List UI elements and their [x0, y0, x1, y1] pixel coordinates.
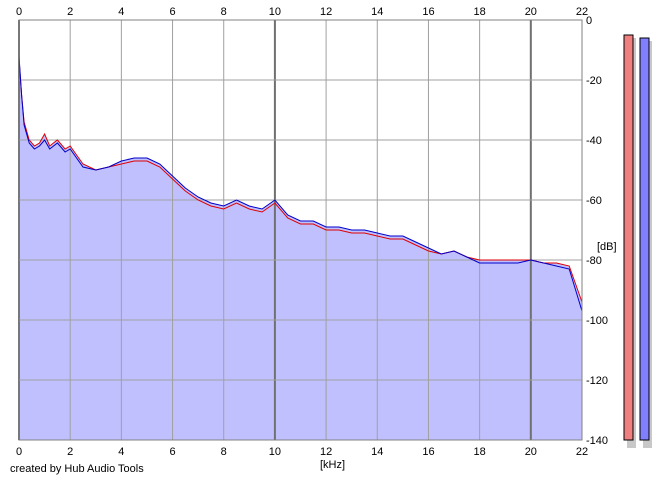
x-tick-label-top: 22 — [576, 6, 588, 18]
series-line-right — [18, 55, 583, 312]
spectrum-fill — [19, 56, 582, 440]
x-tick-label-top: 0 — [16, 6, 22, 18]
x-tick-label-top: 12 — [320, 6, 332, 18]
x-tick-label-top: 20 — [525, 6, 537, 18]
y-tick-label: -120 — [586, 375, 608, 387]
series-line-left — [18, 58, 583, 303]
x-tick-label-bottom: 8 — [221, 446, 227, 458]
x-tick-label-bottom: 10 — [269, 446, 281, 458]
x-tick-label-bottom: 16 — [422, 446, 434, 458]
plot-frame — [18, 19, 583, 441]
x-tick-label-top: 2 — [67, 6, 73, 18]
x-tick-label-bottom: 2 — [67, 446, 73, 458]
y-tick-label: -100 — [586, 315, 608, 327]
level-meters — [623, 34, 652, 448]
x-tick-label-bottom: 0 — [16, 446, 22, 458]
left-level-meter — [623, 34, 634, 441]
x-tick-label-bottom: 6 — [169, 446, 175, 458]
credit-text: created by Hub Audio Tools — [10, 463, 144, 475]
y-axis-label: [dB] — [597, 241, 617, 253]
y-tick-label: -60 — [586, 195, 602, 207]
x-tick-label-top: 4 — [118, 6, 124, 18]
x-tick-label-bottom: 20 — [525, 446, 537, 458]
plot-layer — [18, 19, 583, 441]
y-tick-label: -140 — [586, 435, 608, 447]
x-tick-label-bottom: 14 — [371, 446, 383, 458]
y-tick-label: -40 — [586, 135, 602, 147]
x-tick-label-top: 16 — [422, 6, 434, 18]
x-tick-label-bottom: 22 — [576, 446, 588, 458]
x-tick-label-top: 14 — [371, 6, 383, 18]
y-tick-label: -20 — [586, 75, 602, 87]
y-tick-label: 0 — [586, 15, 592, 27]
x-tick-label-top: 6 — [169, 6, 175, 18]
x-tick-label-top: 18 — [474, 6, 486, 18]
right-level-meter — [639, 37, 650, 441]
x-tick-label-bottom: 4 — [118, 446, 124, 458]
x-axis-label: [kHz] — [320, 459, 345, 471]
x-tick-label-bottom: 12 — [320, 446, 332, 458]
x-tick-label-top: 8 — [221, 6, 227, 18]
y-tick-label: -80 — [586, 255, 602, 267]
x-tick-label-top: 10 — [269, 6, 281, 18]
x-tick-label-bottom: 18 — [474, 446, 486, 458]
